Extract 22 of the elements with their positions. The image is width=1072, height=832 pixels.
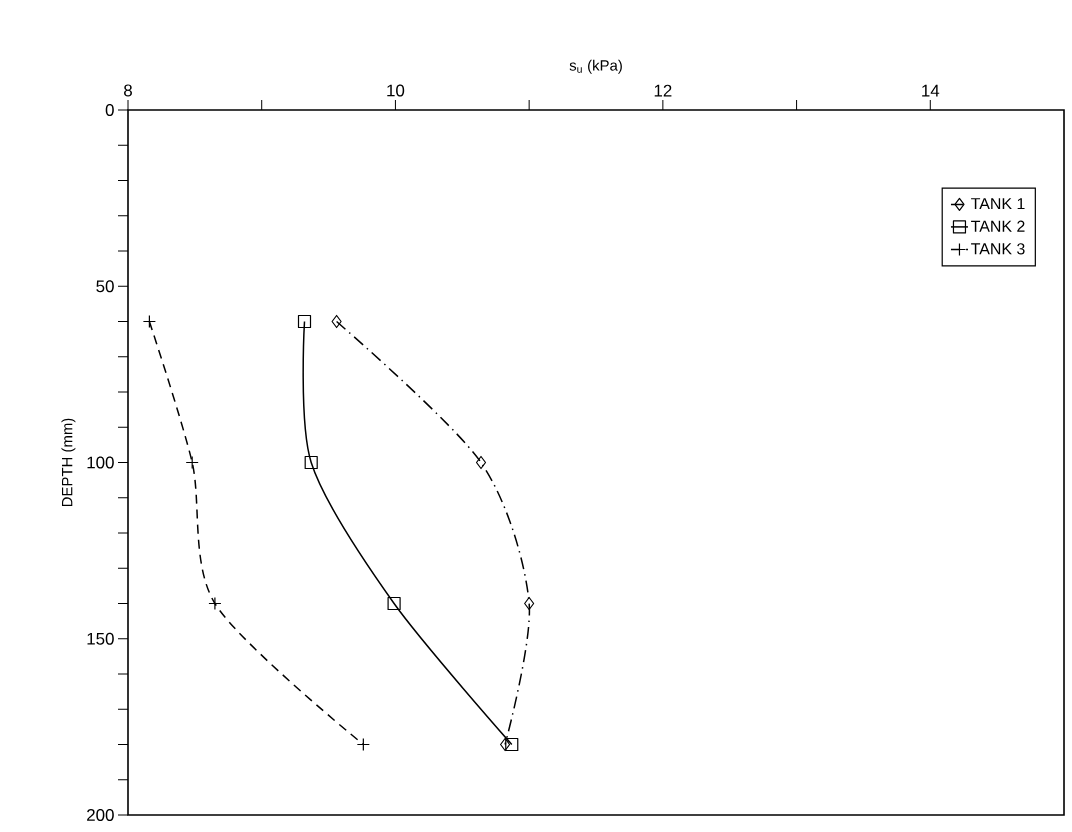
point	[297, 314, 312, 329]
point	[524, 596, 535, 611]
y-tick-label: 200	[87, 809, 114, 822]
x-tick-label: 8	[124, 84, 132, 97]
legend-label: TANK 2	[971, 220, 1025, 232]
point	[505, 737, 519, 752]
y-tick-label: 100	[87, 456, 114, 469]
legend-label: TANK 1	[971, 198, 1025, 210]
y-tick-label: 150	[87, 632, 114, 645]
x-tick-label: 14	[922, 84, 940, 97]
y-tick-label: 0	[105, 104, 114, 116]
y-tick-label: 50	[96, 280, 114, 293]
y-axis-title: DEPTH (mm)	[61, 418, 76, 507]
point	[475, 455, 487, 470]
x-tick-label: 12	[654, 84, 672, 97]
legend-label: TANK 3	[971, 243, 1025, 255]
x-axis-title: s$_{u}$ (kPa)	[569, 59, 622, 74]
point	[331, 314, 342, 329]
x-tick-label: 10	[387, 84, 405, 97]
point	[304, 455, 318, 470]
point	[387, 596, 401, 611]
point	[499, 737, 511, 752]
